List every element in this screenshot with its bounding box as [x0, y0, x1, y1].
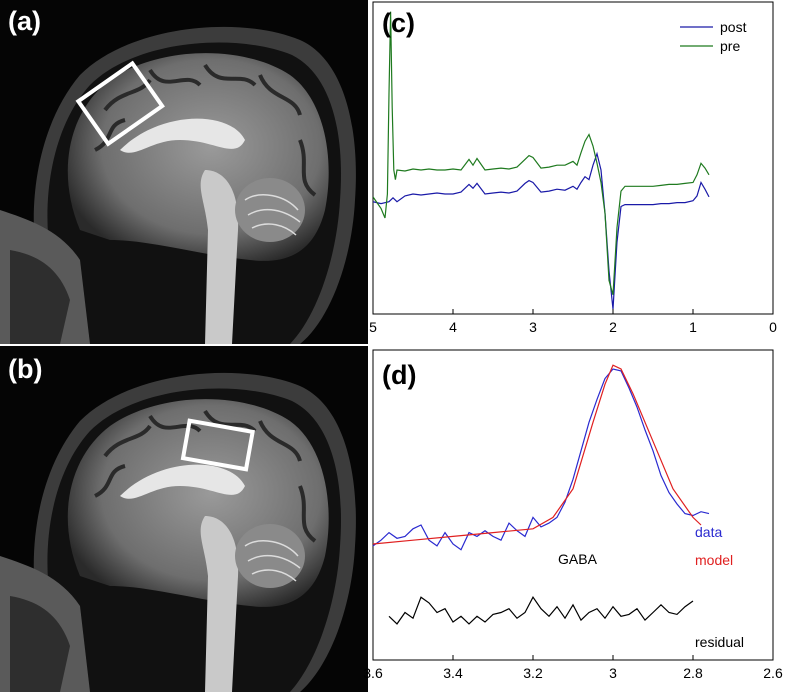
- panel-label-a: (a): [8, 6, 41, 36]
- series-line-pre: [373, 11, 710, 295]
- panel-label-d: (d): [382, 360, 417, 390]
- annotation-model: model: [695, 552, 733, 568]
- x-tick-label-c: 0: [769, 319, 777, 335]
- x-tick-label-d: 3.2: [523, 665, 543, 681]
- x-tick-label-d: 3.6: [363, 665, 383, 681]
- mri-image-a: [0, 0, 368, 344]
- annotation-residual: residual: [695, 634, 744, 650]
- plot-frame-c: [372, 1, 774, 315]
- series-line-data: [372, 368, 710, 551]
- plot-frame-d: [372, 349, 774, 661]
- mri-sagittal-slice-a: [0, 0, 368, 344]
- panel-label-c: (c): [382, 8, 415, 38]
- x-tick-label-c: 5: [369, 319, 377, 335]
- mri-sagittal-slice-b: [0, 346, 368, 692]
- x-tick-label-c: 1: [689, 319, 697, 335]
- series-line-residual: [388, 596, 694, 625]
- series-line-model: [372, 364, 702, 545]
- voxel-box-a: [75, 60, 165, 147]
- legend-label-post: post: [720, 19, 747, 35]
- gaba-fit-chart-d-svg: 3.6 3.4 3.2 3 2.8 2.6 GABA data model residual: [363, 349, 783, 681]
- x-tick-label-c: 3: [529, 319, 537, 335]
- spectrum-chart-c-svg: 5 4 3 2 1 0 post pre: [369, 1, 777, 335]
- gaba-fit-chart-d: 3.6 3.4 3.2 3 2.8 2.6 GABA data model residual: [363, 346, 787, 692]
- x-tick-label-d: 2.6: [763, 665, 783, 681]
- spectrum-chart-c: 5 4 3 2 1 0 post pre: [368, 0, 787, 344]
- x-tick-label-c: 2: [609, 319, 617, 335]
- annotation-data: data: [695, 524, 722, 540]
- mri-image-b: [0, 346, 368, 692]
- panel-label-b: (b): [8, 354, 43, 384]
- legend-c: post pre: [680, 19, 747, 54]
- annotation-gaba: GABA: [558, 551, 598, 567]
- x-tick-label-d: 2.8: [683, 665, 703, 681]
- x-tick-label-d: 3.4: [443, 665, 463, 681]
- voxel-box-b: [180, 418, 255, 472]
- series-line-post: [373, 151, 710, 310]
- x-tick-label-d: 3: [609, 665, 617, 681]
- x-tick-label-c: 4: [449, 319, 457, 335]
- legend-label-pre: pre: [720, 38, 740, 54]
